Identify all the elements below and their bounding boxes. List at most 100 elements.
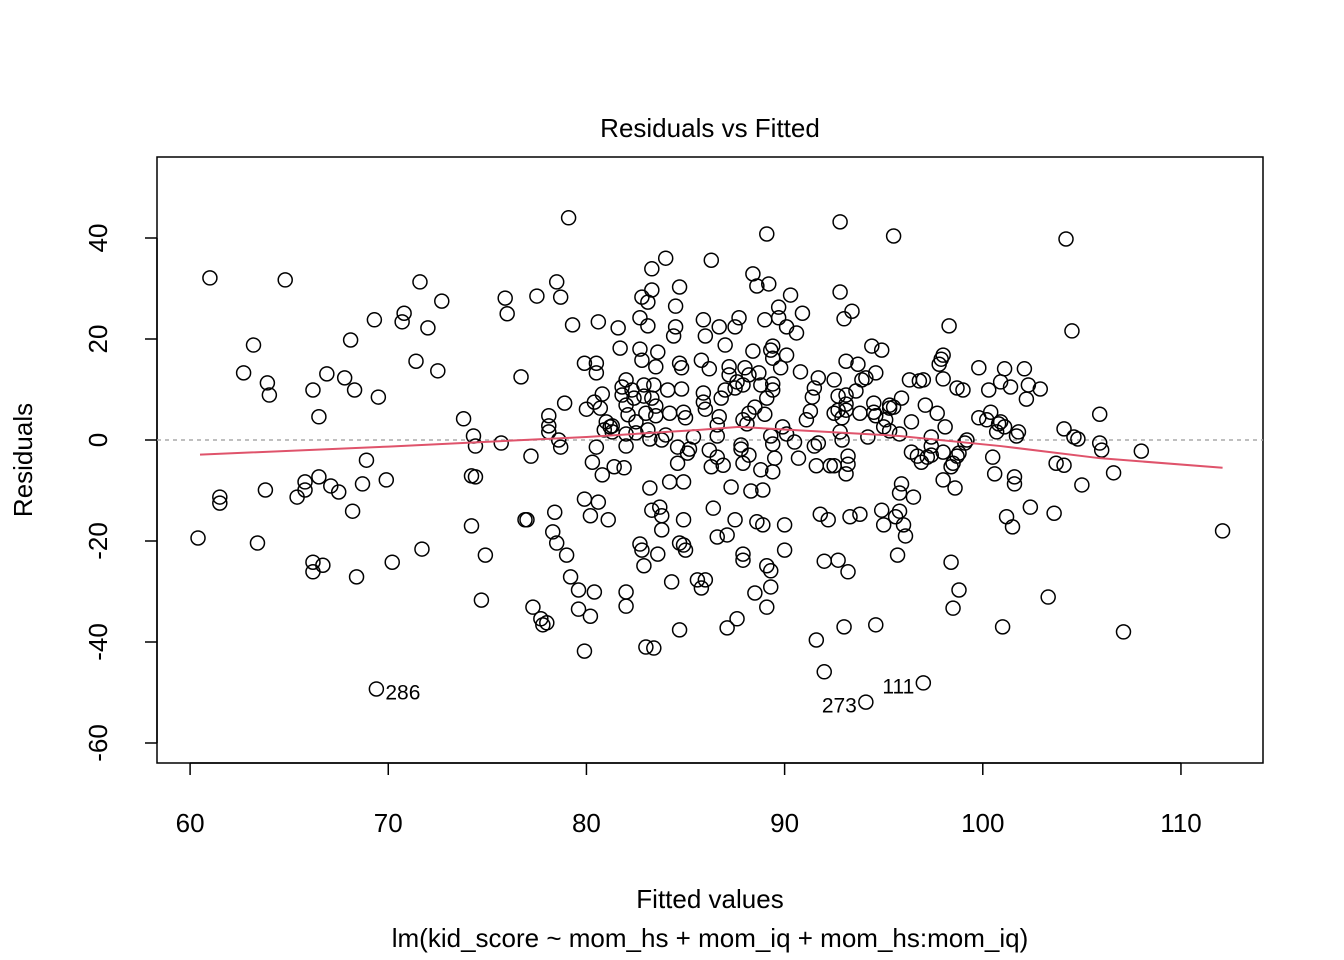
- point: [753, 462, 769, 478]
- point: [868, 617, 884, 633]
- point: [564, 317, 581, 333]
- point: [955, 382, 971, 398]
- point: [766, 450, 783, 466]
- point: [703, 252, 720, 268]
- point: [669, 455, 686, 471]
- point: [959, 432, 975, 448]
- point: [751, 365, 767, 381]
- point: [792, 364, 809, 380]
- point: [743, 483, 759, 499]
- point: [757, 312, 773, 328]
- point: [556, 395, 573, 411]
- point: [675, 474, 692, 490]
- point: [701, 361, 718, 377]
- point: [822, 458, 838, 474]
- point: [719, 620, 735, 636]
- point: [297, 474, 313, 490]
- point: [695, 385, 712, 401]
- point: [757, 406, 773, 422]
- point: [519, 512, 535, 528]
- point: [673, 381, 690, 397]
- x-axis-label: Fitted values: [636, 884, 783, 914]
- point: [277, 272, 293, 288]
- point: [747, 585, 763, 601]
- point: [790, 450, 807, 466]
- point: [947, 480, 963, 496]
- point: [697, 401, 714, 417]
- point: [582, 508, 599, 524]
- point: [741, 447, 757, 463]
- point: [852, 506, 868, 522]
- point: [648, 398, 664, 414]
- point: [477, 547, 494, 563]
- point: [584, 454, 601, 470]
- point: [616, 460, 632, 476]
- point: [576, 491, 593, 507]
- point: [695, 312, 712, 328]
- x-tick-label: 110: [1160, 808, 1201, 838]
- point: [315, 557, 331, 573]
- point: [739, 416, 755, 432]
- point: [570, 601, 587, 617]
- point: [840, 456, 856, 472]
- point: [546, 504, 563, 520]
- point: [297, 482, 313, 498]
- point: [305, 564, 321, 580]
- point: [733, 437, 749, 453]
- point: [838, 396, 854, 412]
- point: [935, 444, 951, 460]
- point: [850, 356, 866, 373]
- point: [776, 542, 793, 558]
- point: [873, 502, 890, 518]
- point: [545, 524, 561, 540]
- point: [689, 572, 706, 588]
- point: [836, 619, 852, 635]
- point: [727, 512, 743, 528]
- point: [858, 694, 874, 710]
- point: [711, 319, 727, 335]
- point: [1032, 381, 1049, 397]
- point: [808, 632, 825, 648]
- point: [717, 337, 733, 353]
- point: [826, 372, 842, 388]
- point: [667, 298, 684, 314]
- point: [600, 512, 616, 528]
- point: [661, 405, 678, 421]
- point: [808, 458, 825, 474]
- point: [992, 414, 1009, 430]
- point: [860, 429, 876, 445]
- point: [396, 305, 412, 321]
- point: [842, 509, 858, 525]
- point: [588, 365, 605, 381]
- point: [657, 250, 674, 266]
- point: [816, 553, 832, 569]
- point: [1006, 476, 1023, 492]
- point: [994, 619, 1011, 635]
- point: [590, 494, 607, 510]
- point: [590, 314, 607, 330]
- point: [731, 310, 747, 326]
- point: [1022, 499, 1039, 515]
- point: [735, 546, 751, 562]
- point: [891, 485, 908, 501]
- y-tick-label: -40: [83, 623, 113, 661]
- point: [866, 395, 882, 411]
- point: [695, 394, 712, 410]
- point: [570, 582, 587, 598]
- point: [709, 417, 725, 433]
- point: [915, 372, 932, 388]
- point: [644, 261, 660, 277]
- point: [499, 306, 515, 322]
- point: [319, 366, 335, 382]
- point: [735, 552, 751, 568]
- point: [830, 552, 846, 568]
- point: [552, 439, 569, 455]
- point: [650, 546, 666, 562]
- point: [592, 400, 609, 416]
- point: [525, 599, 541, 615]
- point: [632, 341, 648, 357]
- point: [245, 337, 262, 353]
- y-tick-label: -20: [83, 522, 113, 560]
- point: [868, 408, 884, 424]
- subtitle: lm(kid_score ~ mom_hs + mom_iq + mom_hs:…: [392, 923, 1028, 953]
